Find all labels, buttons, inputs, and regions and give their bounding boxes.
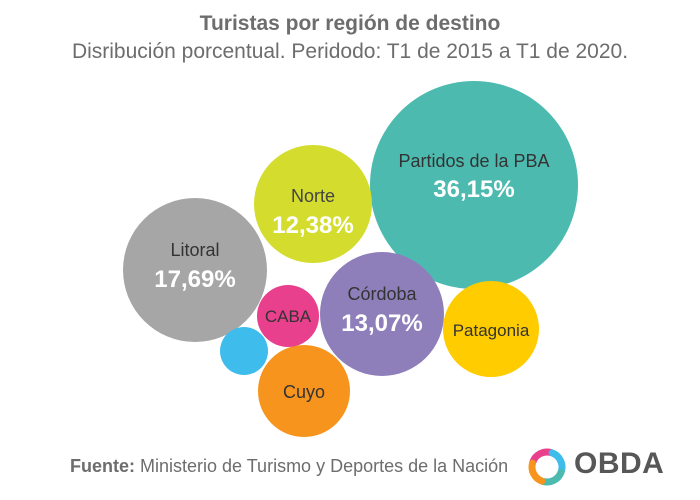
bubble-label-litoral: Litoral [170, 240, 219, 260]
bubble-caba [257, 285, 319, 347]
bubble-label-cordoba: Córdoba [347, 284, 417, 304]
bubble-partidos-de-la-pba [370, 81, 578, 289]
logo-arc-pink [529, 448, 555, 466]
bubble-label-norte: Norte [291, 186, 335, 206]
obda-logo: OBDA [526, 446, 666, 486]
bubble-label-partidos-de-la-pba: Partidos de la PBA [398, 151, 549, 171]
bubble-value-norte: 12,38% [272, 212, 353, 239]
logo-arc-blue [548, 449, 566, 475]
chart-title: Turistas por región de destino [199, 12, 501, 35]
bubble-value-partidos-de-la-pba: 36,15% [433, 176, 514, 203]
bubble-value-litoral: 17,69% [154, 266, 235, 293]
logo-arc-teal [539, 468, 565, 486]
bubble-cuyo [258, 345, 350, 437]
obda-logo-text: OBDA [574, 447, 665, 480]
bubble-unlabeled [220, 327, 268, 375]
source-label: Fuente: [70, 456, 135, 476]
chart-subtitle: Disribución porcentual. Peridodo: T1 de … [71, 40, 629, 63]
bubble-litoral [123, 198, 267, 342]
source-text: Ministerio de Turismo y Deportes de la N… [140, 456, 509, 476]
source-footer: Fuente: Ministerio de Turismo y Deportes… [70, 456, 508, 477]
bubble-cordoba [320, 252, 444, 376]
obda-logo-mark-icon [528, 448, 566, 486]
logo-arc-orange [528, 459, 546, 485]
bubble-label-cuyo: Cuyo [283, 382, 325, 402]
bubble-label-patagonia: Patagonia [453, 321, 530, 340]
bubble-norte [254, 145, 372, 263]
bubble-patagonia [443, 281, 539, 377]
bubble-value-cordoba: 13,07% [341, 310, 422, 337]
bubble-label-caba: CABA [265, 307, 312, 326]
